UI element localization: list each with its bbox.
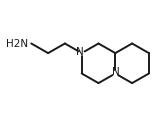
Text: N: N bbox=[112, 67, 120, 77]
Text: H2N: H2N bbox=[6, 38, 28, 48]
Text: N: N bbox=[76, 47, 84, 57]
